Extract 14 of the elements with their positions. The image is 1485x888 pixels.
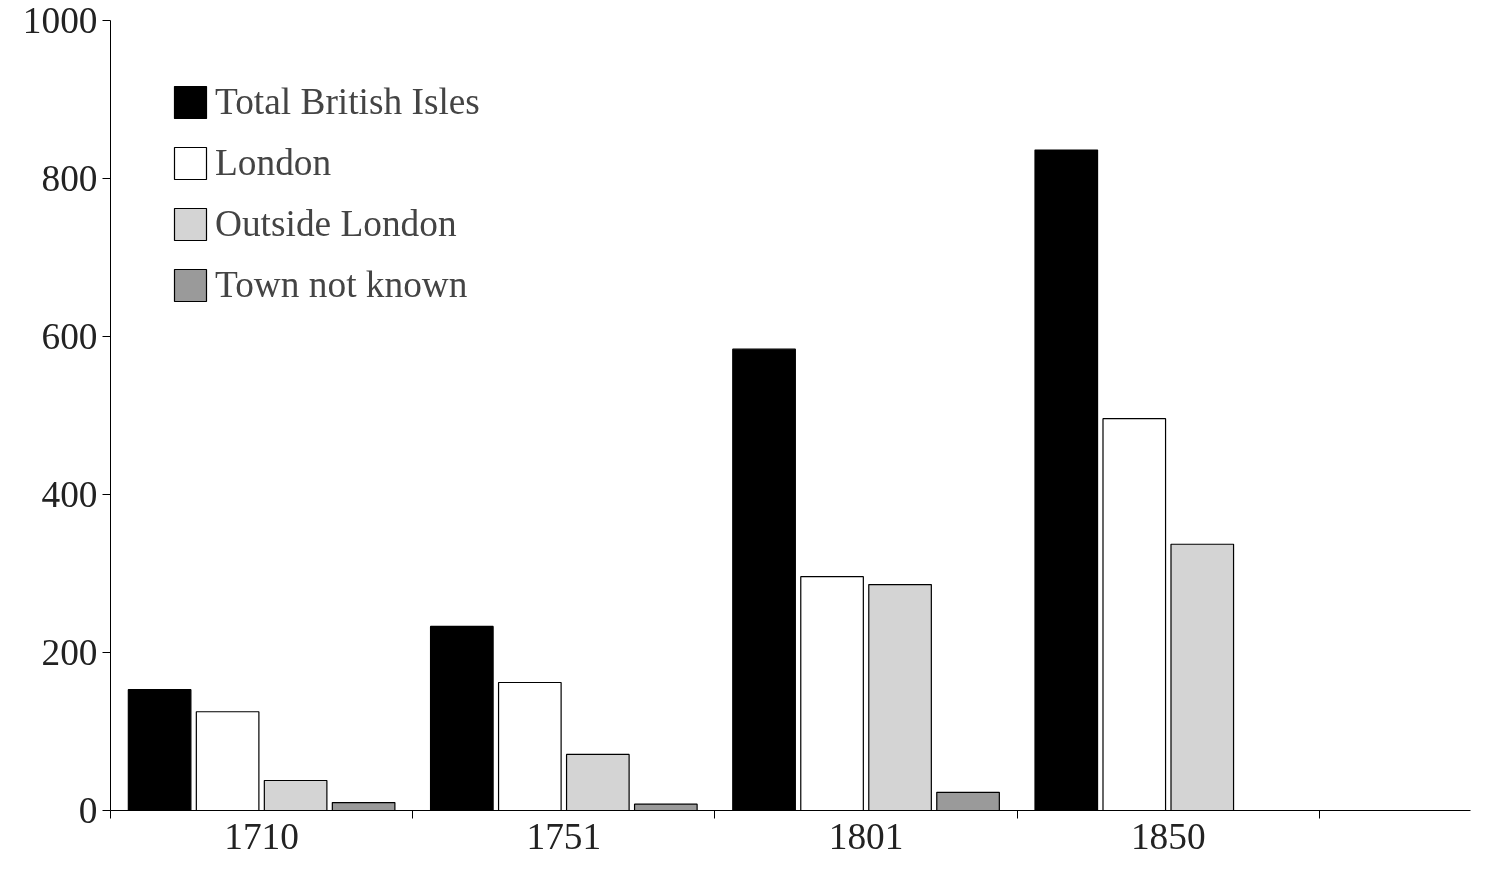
legend-label: Total British Isles — [215, 80, 480, 123]
legend-label: Outside London — [215, 202, 457, 245]
legend-label: Town not known — [215, 263, 468, 306]
x-tick-label: 1751 — [526, 815, 602, 857]
y-tick-label: 1000 — [22, 0, 98, 41]
y-tick-label: 800 — [41, 158, 98, 199]
y-tick-label: 200 — [41, 632, 98, 673]
x-tick-label: 1850 — [1130, 815, 1206, 857]
y-tick-label: 600 — [41, 316, 98, 357]
y-tick-label: 0 — [78, 790, 98, 831]
x-tick-label: 1710 — [224, 815, 299, 857]
x-tick-label: 1801 — [828, 815, 904, 857]
y-tick-label: 400 — [41, 474, 98, 515]
legend-label: London — [215, 141, 332, 184]
